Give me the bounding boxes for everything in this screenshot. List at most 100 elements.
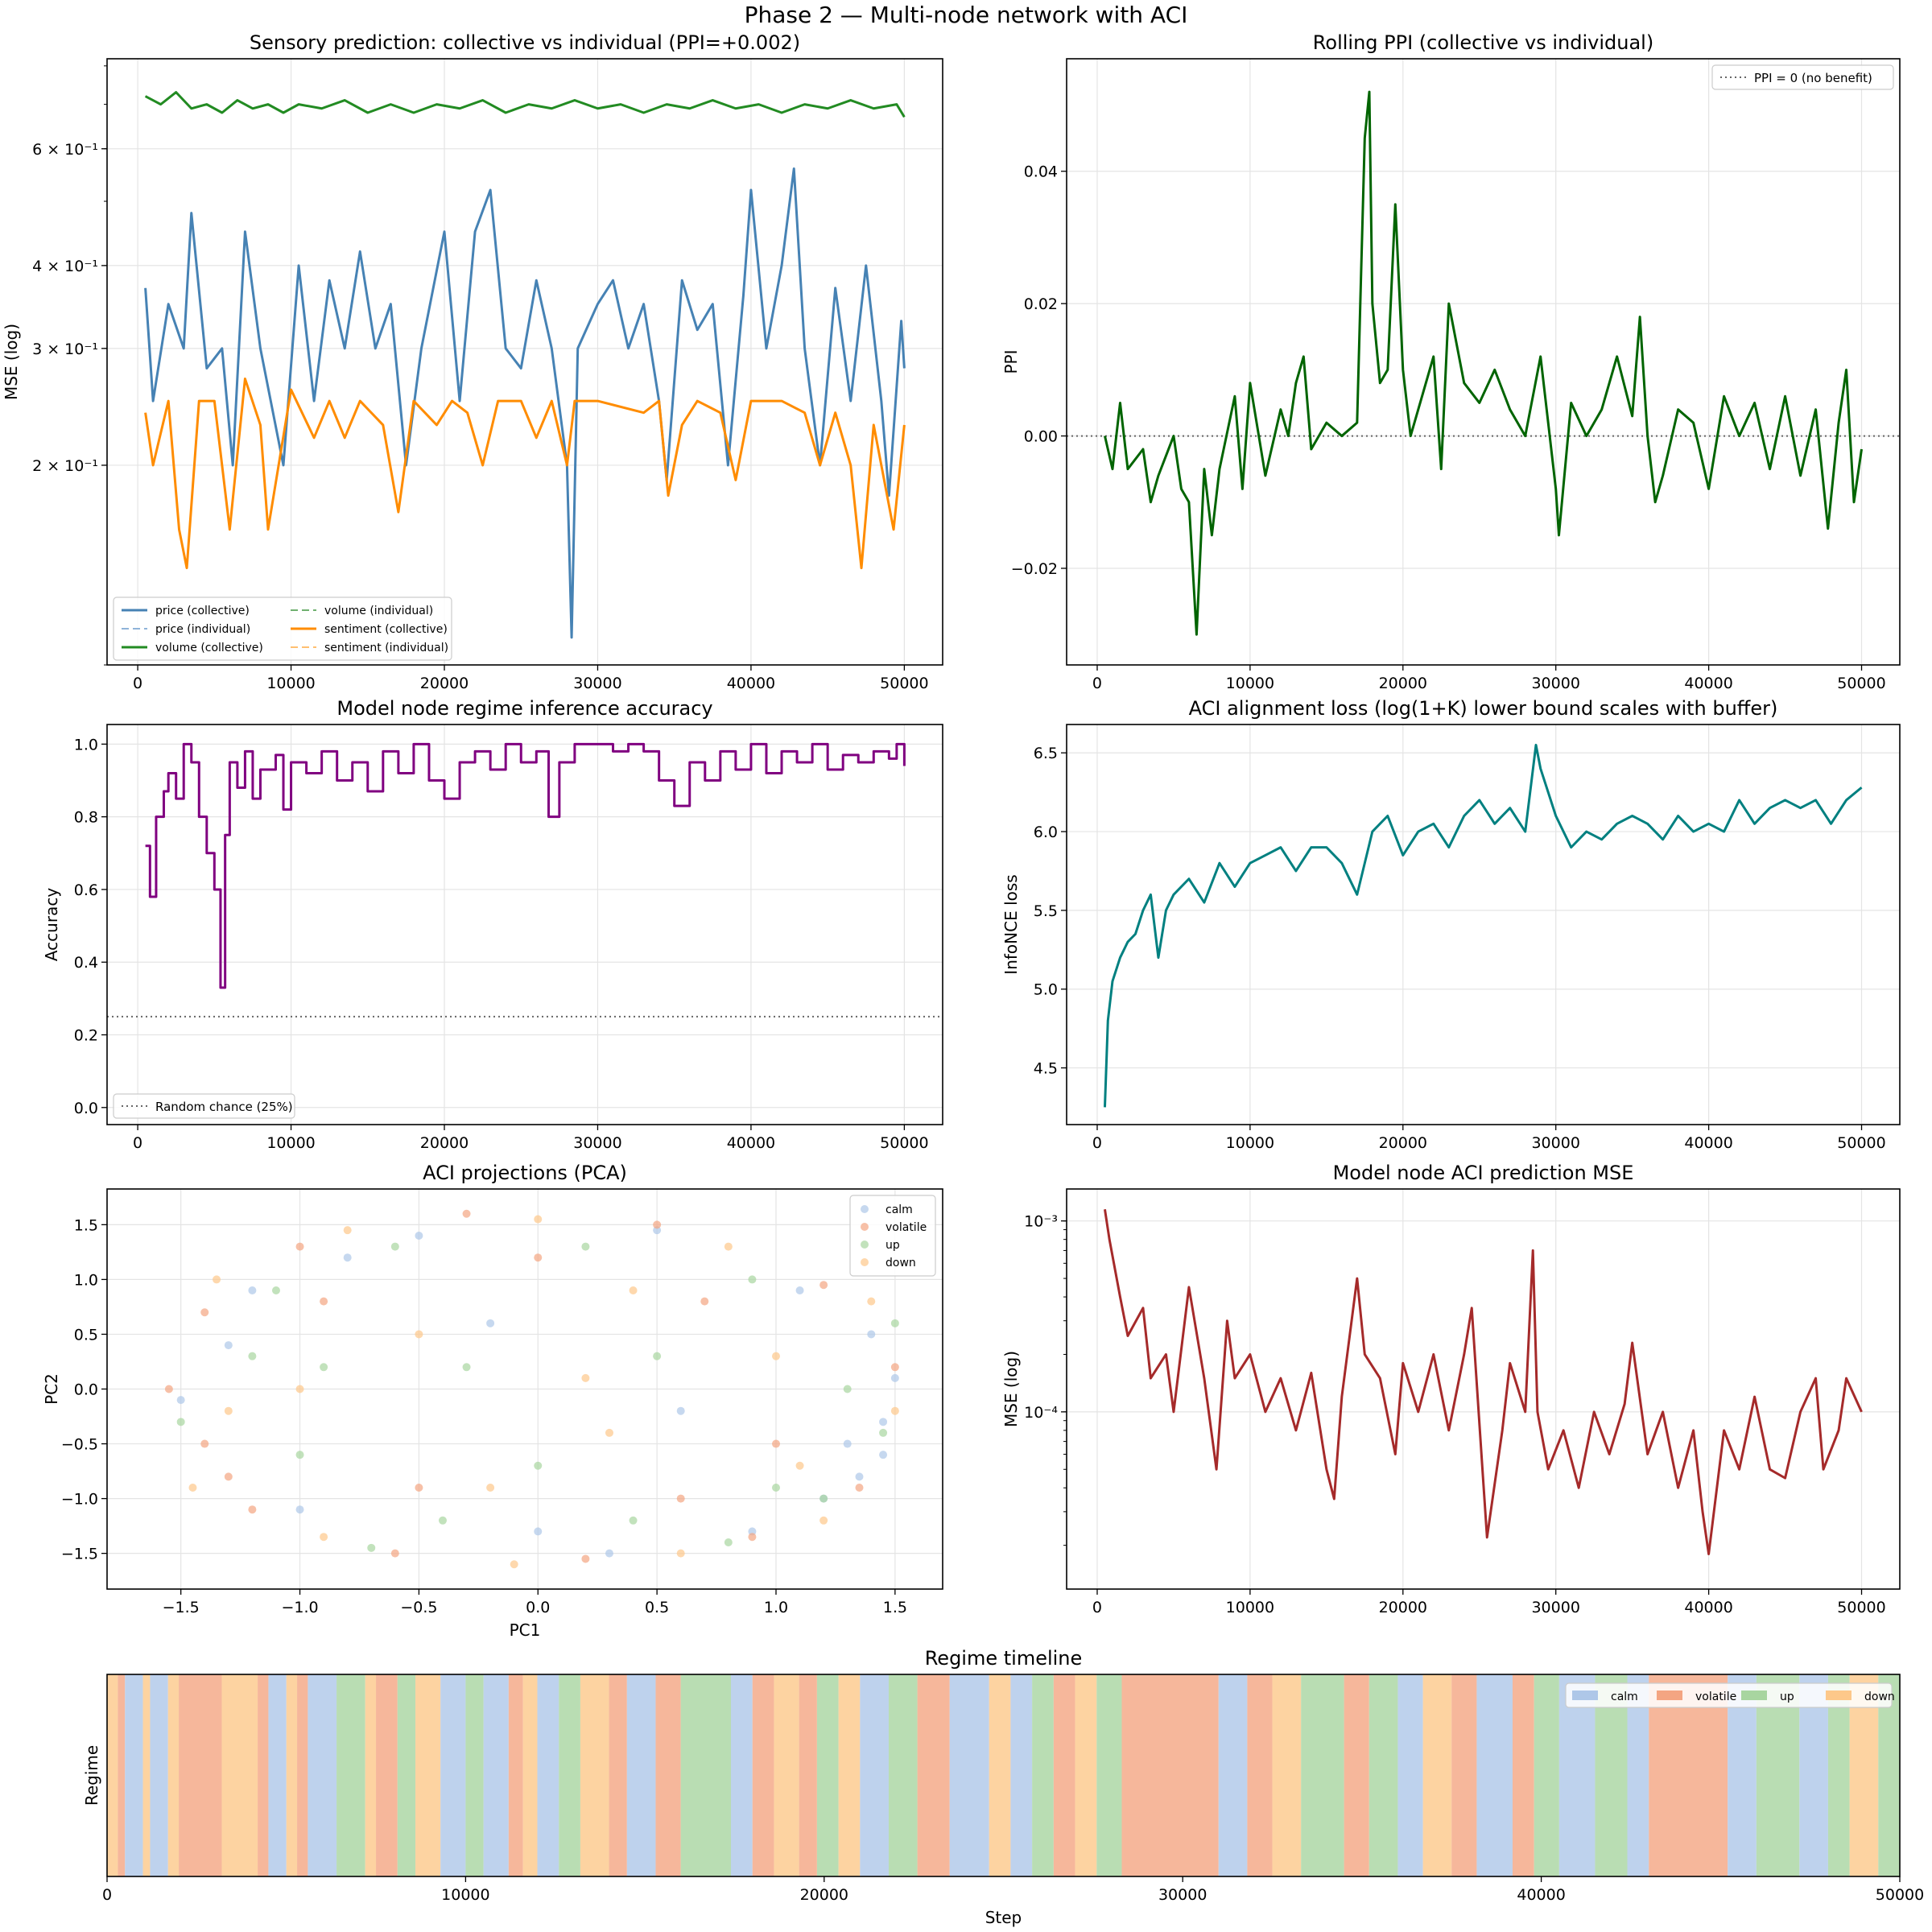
y-tick-label: 0.4	[74, 954, 98, 972]
scatter-point-volatile	[415, 1483, 423, 1492]
regime-segment	[179, 1674, 222, 1876]
scatter-point-up	[879, 1428, 888, 1437]
x-tick-label: 20000	[420, 675, 469, 692]
y-axis-label: PPI	[1001, 349, 1021, 374]
scatter-point-up	[771, 1483, 780, 1492]
panel-1: 0 10000 20000 30000 40000 50000 2 × 10⁻¹ 3 × 10…	[2, 31, 943, 692]
plot-area	[107, 724, 943, 1125]
y-tick-label: 0.6	[74, 881, 98, 899]
legend-label: price (collective)	[155, 605, 250, 617]
regime-segment	[537, 1674, 559, 1876]
regime-segment	[1301, 1674, 1344, 1876]
axes-frame	[1066, 1188, 1901, 1590]
scatter-point-up	[843, 1385, 852, 1393]
legend-marker	[861, 1258, 869, 1266]
regime-segment	[1451, 1674, 1477, 1876]
scatter-point-calm	[605, 1549, 613, 1558]
x-tick-label: 30000	[1158, 1886, 1207, 1904]
regime-segment	[730, 1674, 753, 1876]
regime-segment	[816, 1674, 839, 1876]
regime-segment	[1368, 1674, 1398, 1876]
scatter-point-up	[320, 1363, 328, 1372]
x-tick-label: 0.5	[645, 1599, 669, 1616]
y-tick-label: 0.2	[74, 1027, 98, 1045]
x-tick-label: 40000	[1684, 1134, 1732, 1152]
x-axis-label: PC1	[510, 1620, 541, 1640]
scatter-point-volatile	[224, 1472, 233, 1481]
regime-segment	[221, 1674, 258, 1876]
scatter-point-down	[771, 1352, 780, 1360]
x-tick-label: 1.0	[764, 1599, 788, 1616]
scatter-point-up	[176, 1418, 185, 1426]
legend-box	[1711, 64, 1894, 90]
legend-label: down	[886, 1257, 916, 1269]
x-tick-label: 10000	[441, 1886, 489, 1904]
x-tick-label: 40000	[1684, 1599, 1732, 1616]
scatter-point-volatile	[653, 1220, 662, 1229]
regime-segment	[1247, 1674, 1273, 1876]
scatter-point-calm	[867, 1330, 876, 1339]
regime-segment	[1344, 1674, 1369, 1876]
scatter-point-down	[795, 1461, 804, 1470]
regime-segment	[1397, 1674, 1423, 1876]
regime-segment	[1010, 1674, 1033, 1876]
scatter-point-down	[676, 1549, 685, 1558]
scatter-point-up	[890, 1319, 899, 1327]
scatter-point-calm	[879, 1451, 888, 1459]
scatter-point-down	[629, 1286, 638, 1295]
scatter-point-volatile	[748, 1533, 757, 1542]
chart-title: Regime timeline	[925, 1647, 1083, 1670]
scatter-point-volatile	[890, 1363, 899, 1372]
x-tick-label: 20000	[1379, 1599, 1427, 1616]
scatter-point-calm	[676, 1406, 685, 1415]
axes-frame	[106, 58, 943, 666]
x-axis-label: Step	[985, 1908, 1022, 1927]
x-tick-label: 20000	[1379, 675, 1427, 692]
axes-frame	[106, 724, 943, 1125]
y-tick-label: 10⁻³	[1024, 1213, 1058, 1231]
scatter-point-volatile	[295, 1242, 304, 1251]
scatter-point-calm	[795, 1286, 804, 1295]
y-tick-label: 2 × 10⁻¹	[32, 457, 98, 475]
regime-segment	[167, 1674, 180, 1876]
scatter-point-up	[390, 1242, 399, 1251]
regime-segment	[376, 1674, 398, 1876]
x-tick-label: 10000	[266, 675, 315, 692]
scatter-point-down	[213, 1275, 221, 1284]
x-tick-label: 0	[1092, 1599, 1102, 1616]
figure-title: Phase 2 — Multi-node network with ACI	[745, 2, 1188, 28]
plot-area	[1067, 1189, 1900, 1589]
regime-segment	[1422, 1674, 1452, 1876]
y-axis-label: MSE (log)	[1001, 1351, 1021, 1427]
panel-3: 0 10000 20000 30000 40000 50000 0.0 0.2 0.4 0.6 0.…	[42, 697, 943, 1152]
legend-marker	[861, 1223, 869, 1231]
legend-label: down	[1864, 1690, 1895, 1703]
y-tick-label: 1.0	[74, 1271, 98, 1289]
x-tick-label: 50000	[1837, 1599, 1885, 1616]
scatter-point-up	[653, 1352, 662, 1360]
regime-segment	[774, 1674, 799, 1876]
chart-title: ACI alignment loss (log(1+K) lower bound…	[1189, 697, 1778, 720]
legend-swatch	[1657, 1690, 1682, 1700]
regime-segment	[949, 1674, 989, 1876]
panel-7: 0 10000 20000 30000 40000 50000 Regime timelin…	[82, 1647, 1924, 1927]
scatter-point-calm	[343, 1253, 352, 1262]
regime-segment	[838, 1674, 861, 1876]
legend-label: volatile	[886, 1221, 927, 1234]
regime-segment	[799, 1674, 817, 1876]
scatter-point-calm	[176, 1396, 185, 1405]
x-tick-label: 1.5	[883, 1599, 907, 1616]
x-tick-label: 40000	[727, 675, 775, 692]
y-tick-label: −1.5	[61, 1546, 98, 1563]
legend-label: up	[1780, 1690, 1794, 1703]
y-tick-label: 5.0	[1034, 981, 1058, 999]
regime-segment	[1878, 1674, 1900, 1876]
x-tick-label: 0	[1092, 1134, 1102, 1152]
legend-label: Random chance (25%)	[155, 1100, 293, 1114]
scatter-point-volatile	[676, 1494, 685, 1503]
y-axis-label: MSE (log)	[2, 324, 21, 400]
legend-label: PPI = 0 (no benefit)	[1754, 71, 1872, 85]
regime-segment	[580, 1674, 609, 1876]
y-tick-label: −1.0	[61, 1491, 98, 1509]
